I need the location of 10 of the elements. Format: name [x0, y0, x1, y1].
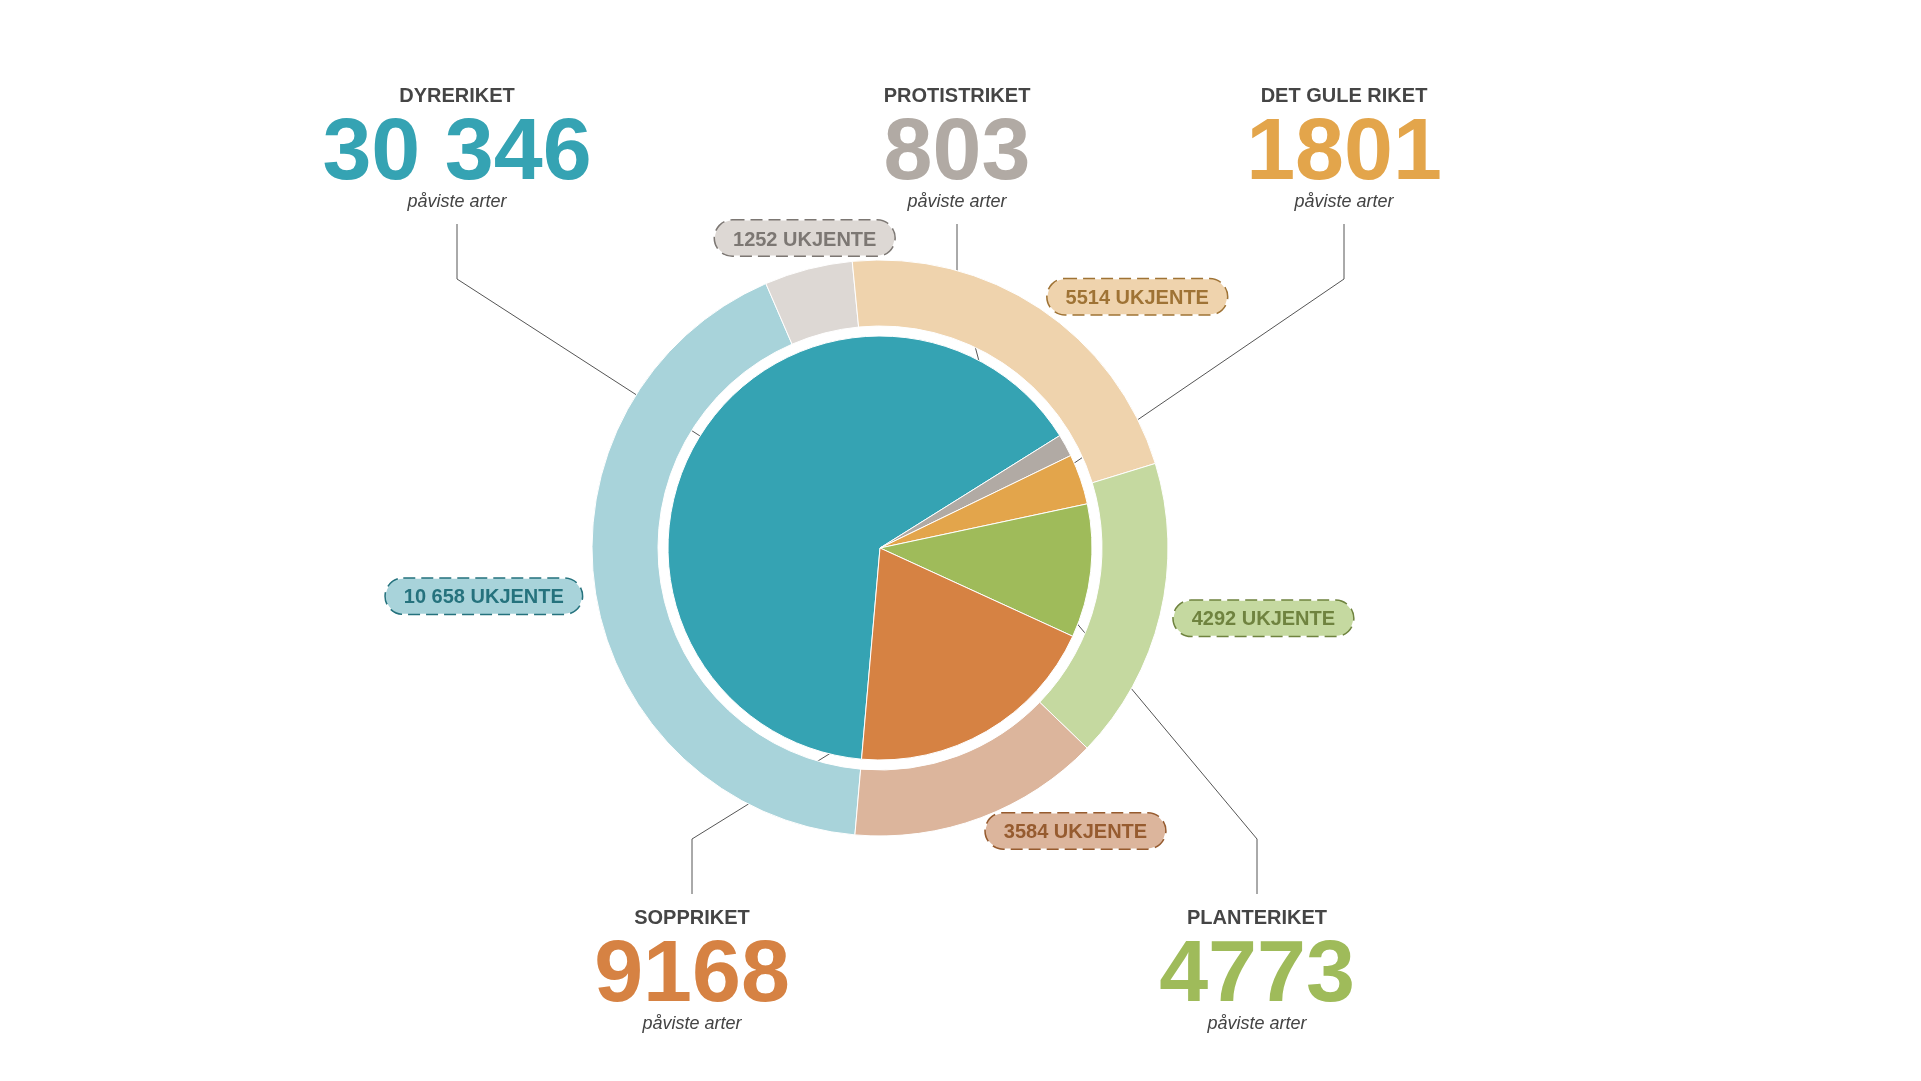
data-label: 3584 UKJENTE [1003, 819, 1148, 842]
text: påviste arter [1207, 1013, 1307, 1033]
text: påviste arter [407, 191, 507, 211]
data-label: 10 658 UKJENTE [403, 585, 564, 608]
data-label: 5514 UKJENTE [1065, 285, 1209, 308]
data-label: 4292 UKJENTE [1191, 607, 1336, 630]
text: påviste arter [642, 1013, 742, 1033]
data-label: 1252 UKJENTE [733, 227, 877, 250]
text: påviste arter [1294, 191, 1394, 211]
slice-label: påviste arter [906, 191, 1008, 211]
